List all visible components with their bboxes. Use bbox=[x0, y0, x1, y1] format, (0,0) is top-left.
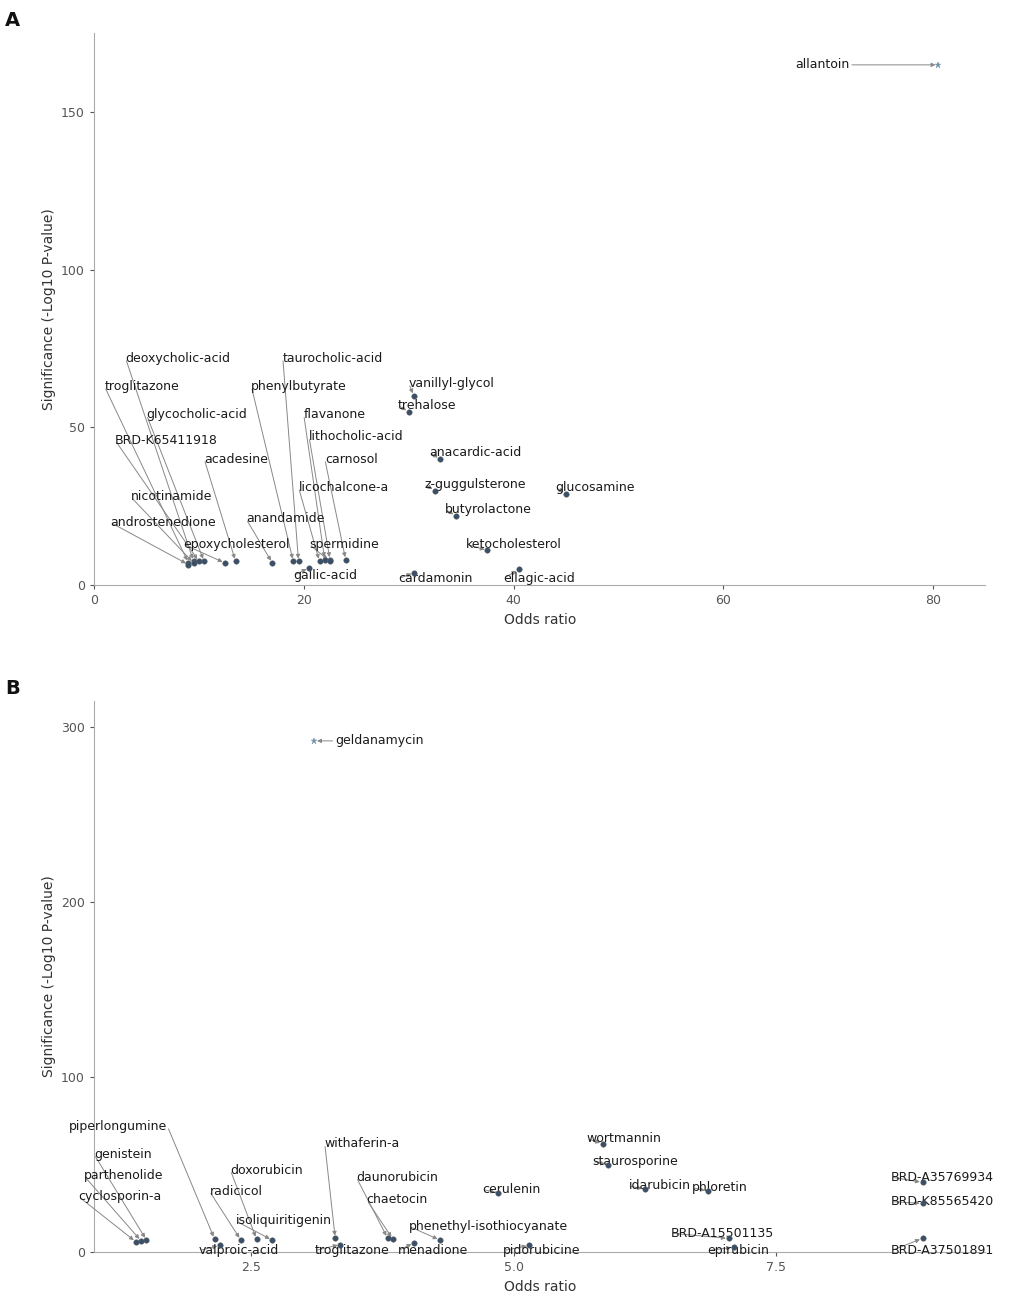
Text: B: B bbox=[5, 678, 19, 698]
Y-axis label: Significance (-Log10 P-value): Significance (-Log10 P-value) bbox=[42, 876, 56, 1077]
Text: ketocholesterol: ketocholesterol bbox=[466, 538, 561, 551]
Text: glucosamine: glucosamine bbox=[555, 480, 635, 493]
Text: gallic-acid: gallic-acid bbox=[293, 569, 357, 583]
Text: A: A bbox=[5, 12, 20, 30]
Text: trehalose: trehalose bbox=[397, 399, 457, 412]
Text: daunorubicin: daunorubicin bbox=[356, 1170, 438, 1183]
Text: geldanamycin: geldanamycin bbox=[335, 734, 423, 747]
X-axis label: Odds ratio: Odds ratio bbox=[503, 1280, 576, 1295]
Text: phloretin: phloretin bbox=[691, 1181, 747, 1194]
Text: z-guggulsterone: z-guggulsterone bbox=[424, 478, 526, 491]
Text: flavanone: flavanone bbox=[304, 408, 366, 421]
Text: troglitazone: troglitazone bbox=[104, 380, 179, 393]
Text: doxorubicin: doxorubicin bbox=[230, 1164, 303, 1177]
Text: BRD-A37501891: BRD-A37501891 bbox=[891, 1244, 994, 1257]
Text: BRD-K85565420: BRD-K85565420 bbox=[891, 1195, 994, 1208]
Text: epoxycholesterol: epoxycholesterol bbox=[183, 538, 289, 551]
Text: chaetocin: chaetocin bbox=[367, 1194, 428, 1207]
Text: allantoin: allantoin bbox=[794, 59, 848, 72]
Text: wortmannin: wortmannin bbox=[586, 1132, 661, 1145]
Text: carnosol: carnosol bbox=[324, 453, 377, 466]
Text: phenethyl-isothiocyanate: phenethyl-isothiocyanate bbox=[409, 1220, 568, 1233]
Text: isoliquiritigenin: isoliquiritigenin bbox=[235, 1215, 331, 1228]
Text: butyrolactone: butyrolactone bbox=[445, 503, 532, 516]
Text: anandamide: anandamide bbox=[246, 512, 324, 525]
Text: cyclosporin-a: cyclosporin-a bbox=[78, 1190, 161, 1203]
Text: BRD-A35769934: BRD-A35769934 bbox=[891, 1170, 994, 1183]
Text: anacardic-acid: anacardic-acid bbox=[429, 446, 522, 459]
Text: menadione: menadione bbox=[397, 1244, 468, 1257]
Text: spermidine: spermidine bbox=[309, 538, 378, 551]
Text: deoxycholic-acid: deoxycholic-acid bbox=[125, 352, 230, 365]
Text: lithocholic-acid: lithocholic-acid bbox=[309, 431, 404, 444]
Text: piperlongumine: piperlongumine bbox=[69, 1119, 167, 1132]
Text: taurocholic-acid: taurocholic-acid bbox=[282, 352, 383, 365]
Text: genistein: genistein bbox=[94, 1148, 152, 1161]
Text: vanillyl-glycol: vanillyl-glycol bbox=[409, 377, 494, 390]
Text: acadesine: acadesine bbox=[204, 453, 268, 466]
Text: epirubicin: epirubicin bbox=[707, 1244, 768, 1257]
Text: troglitazone: troglitazone bbox=[314, 1244, 388, 1257]
Text: BRD-K65411918: BRD-K65411918 bbox=[115, 433, 218, 446]
Text: parthenolide: parthenolide bbox=[84, 1169, 163, 1182]
Text: phenylbutyrate: phenylbutyrate bbox=[251, 380, 346, 393]
Text: withaferin-a: withaferin-a bbox=[324, 1138, 399, 1151]
Text: cerulenin: cerulenin bbox=[482, 1183, 540, 1196]
Text: idarubicin: idarubicin bbox=[629, 1179, 690, 1192]
X-axis label: Odds ratio: Odds ratio bbox=[503, 613, 576, 627]
Text: BRD-A15501135: BRD-A15501135 bbox=[671, 1227, 773, 1240]
Y-axis label: Significance (-Log10 P-value): Significance (-Log10 P-value) bbox=[42, 208, 56, 410]
Text: nicotinamide: nicotinamide bbox=[130, 491, 212, 504]
Text: androstenedione: androstenedione bbox=[110, 516, 215, 529]
Text: ellagic-acid: ellagic-acid bbox=[502, 572, 575, 585]
Text: staurosporine: staurosporine bbox=[592, 1155, 678, 1168]
Text: cardamonin: cardamonin bbox=[397, 572, 472, 585]
Text: licochalcone-a: licochalcone-a bbox=[299, 480, 388, 493]
Text: valproic-acid: valproic-acid bbox=[199, 1244, 279, 1257]
Text: pidorubicine: pidorubicine bbox=[502, 1244, 580, 1257]
Text: glycocholic-acid: glycocholic-acid bbox=[147, 408, 247, 421]
Text: radicicol: radicicol bbox=[209, 1185, 262, 1198]
